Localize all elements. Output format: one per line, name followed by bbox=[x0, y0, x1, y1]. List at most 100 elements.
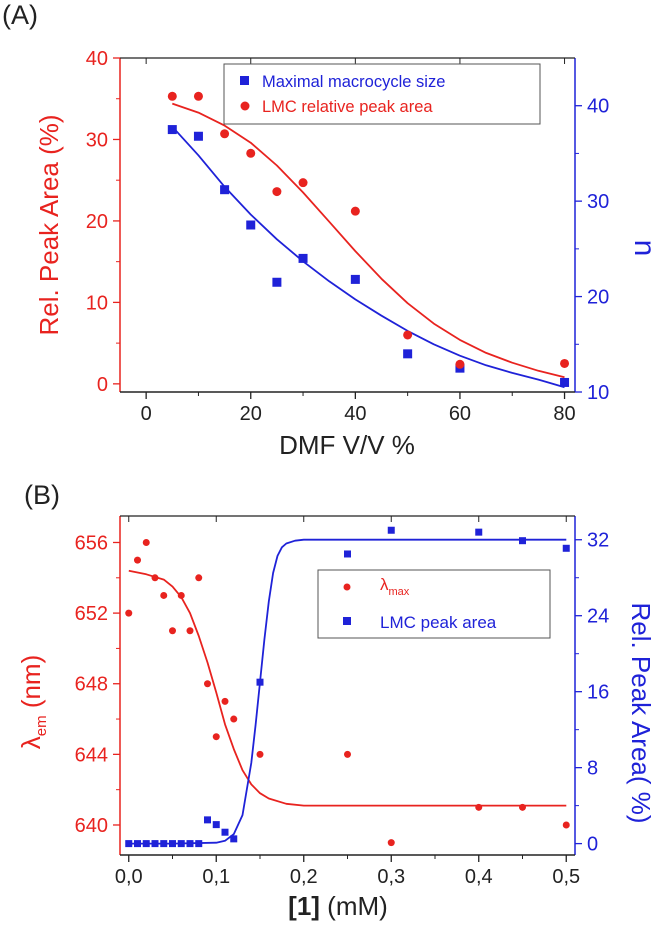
data-point-circle bbox=[220, 129, 230, 139]
legend-b: λmax LMC peak area bbox=[317, 569, 551, 639]
x-axis-label-b-bold: [1] bbox=[288, 891, 320, 921]
fit-curve bbox=[172, 102, 565, 379]
y-left-tick-label: 30 bbox=[86, 129, 108, 151]
data-point-circle bbox=[142, 538, 150, 546]
y-right-label-a: n bbox=[628, 240, 661, 257]
legend-marker-circle-b bbox=[343, 583, 351, 591]
y-right-ticks-b: 0 8 16 24 32 bbox=[575, 530, 609, 856]
legend-marker-square-a bbox=[240, 76, 249, 85]
y-left-label-a: Rel. Peak Area (%) bbox=[34, 114, 64, 335]
data-point-square bbox=[220, 185, 230, 195]
legend-marker-circle-a bbox=[240, 101, 250, 111]
data-point-square bbox=[230, 835, 238, 843]
legend-label-lmc-peak: LMC peak area bbox=[380, 613, 497, 632]
legend-label-lmc-area: LMC relative peak area bbox=[262, 98, 433, 116]
data-point-square bbox=[125, 840, 133, 848]
data-point-circle bbox=[186, 627, 194, 635]
legend-a: Maximal macrocycle size LMC relative pea… bbox=[223, 63, 541, 125]
data-point-square bbox=[167, 125, 177, 135]
x-axis-label-b-rest: (mM) bbox=[320, 891, 388, 921]
x-ticks-a: 0 20 40 60 80 bbox=[141, 58, 576, 425]
data-point-square bbox=[151, 840, 159, 848]
x-tick-label: 80 bbox=[553, 403, 575, 425]
data-point-square bbox=[562, 544, 570, 552]
legend-box-b bbox=[317, 569, 551, 639]
data-point-square bbox=[221, 828, 229, 836]
data-point-circle bbox=[350, 206, 360, 216]
data-point-square bbox=[142, 840, 150, 848]
y-left-tick-label: 656 bbox=[75, 532, 108, 554]
x-tick-label: 0,1 bbox=[202, 866, 230, 888]
data-point-square bbox=[387, 526, 395, 534]
data-point-square bbox=[169, 840, 176, 848]
y-left-label-b-main: λ bbox=[16, 736, 46, 749]
data-point-circle bbox=[455, 359, 465, 369]
x-axis-label-a: DMF V/V % bbox=[279, 430, 415, 460]
x-tick-label: 60 bbox=[449, 403, 471, 425]
legend-label-macrocycle: Maximal macrocycle size bbox=[262, 73, 445, 91]
data-point-circle bbox=[344, 750, 351, 758]
x-tick-label: 0 bbox=[141, 403, 152, 425]
y-left-ticks-b: 640 644 648 652 656 bbox=[75, 532, 120, 837]
data-point-square bbox=[212, 821, 220, 829]
legend-marker-square-b bbox=[343, 617, 351, 625]
data-point-square bbox=[403, 349, 413, 359]
data-point-circle bbox=[246, 148, 256, 158]
data-point-square bbox=[195, 840, 203, 848]
x-tick-label: 0,0 bbox=[115, 866, 143, 888]
data-point-circle bbox=[151, 574, 159, 582]
y-right-tick-label: 32 bbox=[587, 530, 609, 552]
fit-curve bbox=[171, 126, 565, 389]
x-axis-label-b: [1] (mM) bbox=[288, 891, 388, 921]
y-right-tick-label: 24 bbox=[587, 606, 609, 628]
y-left-label-b: λem (nm) bbox=[16, 655, 50, 750]
panel-a: (A) 0 20 40 60 80 0 10 20 30 40 10 20 30 40 DMF V/V… bbox=[2, 0, 661, 460]
x-tick-label: 0,3 bbox=[377, 866, 405, 888]
data-points-a bbox=[167, 91, 570, 387]
data-point-square bbox=[177, 840, 185, 848]
data-point-square bbox=[560, 377, 570, 387]
data-point-circle bbox=[298, 178, 308, 188]
y-right-ticks-a: 10 20 30 40 bbox=[575, 96, 609, 404]
x-tick-label: 20 bbox=[240, 403, 262, 425]
data-point-circle bbox=[519, 803, 526, 811]
y-left-tick-label: 0 bbox=[97, 374, 108, 396]
y-left-tick-label: 20 bbox=[86, 211, 108, 233]
y-right-tick-label: 10 bbox=[587, 382, 609, 404]
data-point-circle bbox=[204, 680, 211, 688]
y-right-tick-label: 8 bbox=[587, 758, 598, 780]
data-point-circle bbox=[134, 556, 141, 564]
data-point-circle bbox=[195, 574, 203, 582]
data-point-circle bbox=[169, 627, 176, 635]
data-point-circle bbox=[560, 358, 570, 368]
y-left-label-b-rest: (nm) bbox=[16, 655, 46, 716]
data-point-circle bbox=[475, 803, 483, 811]
data-point-square bbox=[475, 528, 483, 536]
x-tick-label: 0,4 bbox=[465, 866, 493, 888]
y-left-tick-label: 644 bbox=[75, 744, 108, 766]
y-left-label-b-sub: em bbox=[33, 715, 50, 736]
data-point-square bbox=[350, 274, 360, 284]
data-point-circle bbox=[167, 91, 177, 101]
y-right-tick-label: 0 bbox=[587, 834, 598, 856]
data-point-square bbox=[298, 253, 308, 263]
legend-lambda-sub: max bbox=[389, 586, 410, 598]
y-left-tick-label: 10 bbox=[86, 292, 108, 314]
data-point-square bbox=[256, 678, 264, 686]
data-point-square bbox=[186, 840, 194, 848]
y-right-label-b: Rel. Peak Area( %) bbox=[626, 602, 656, 823]
data-point-square bbox=[160, 840, 168, 848]
legend-box-a bbox=[223, 63, 541, 125]
data-point-circle bbox=[256, 750, 264, 758]
y-left-ticks-a: 0 10 20 30 40 bbox=[86, 48, 120, 396]
y-left-tick-label: 652 bbox=[75, 603, 108, 625]
panel-b: (B) 0,0 0,1 0,2 0,3 0,4 0,5 640 644 648 652 656 0… bbox=[16, 480, 656, 921]
data-point-square bbox=[204, 816, 211, 824]
data-point-circle bbox=[177, 591, 185, 599]
panel-label-a: (A) bbox=[2, 0, 38, 30]
data-point-square bbox=[344, 550, 351, 558]
data-point-circle bbox=[272, 187, 282, 197]
data-point-circle bbox=[212, 733, 220, 741]
x-tick-label: 40 bbox=[344, 403, 366, 425]
